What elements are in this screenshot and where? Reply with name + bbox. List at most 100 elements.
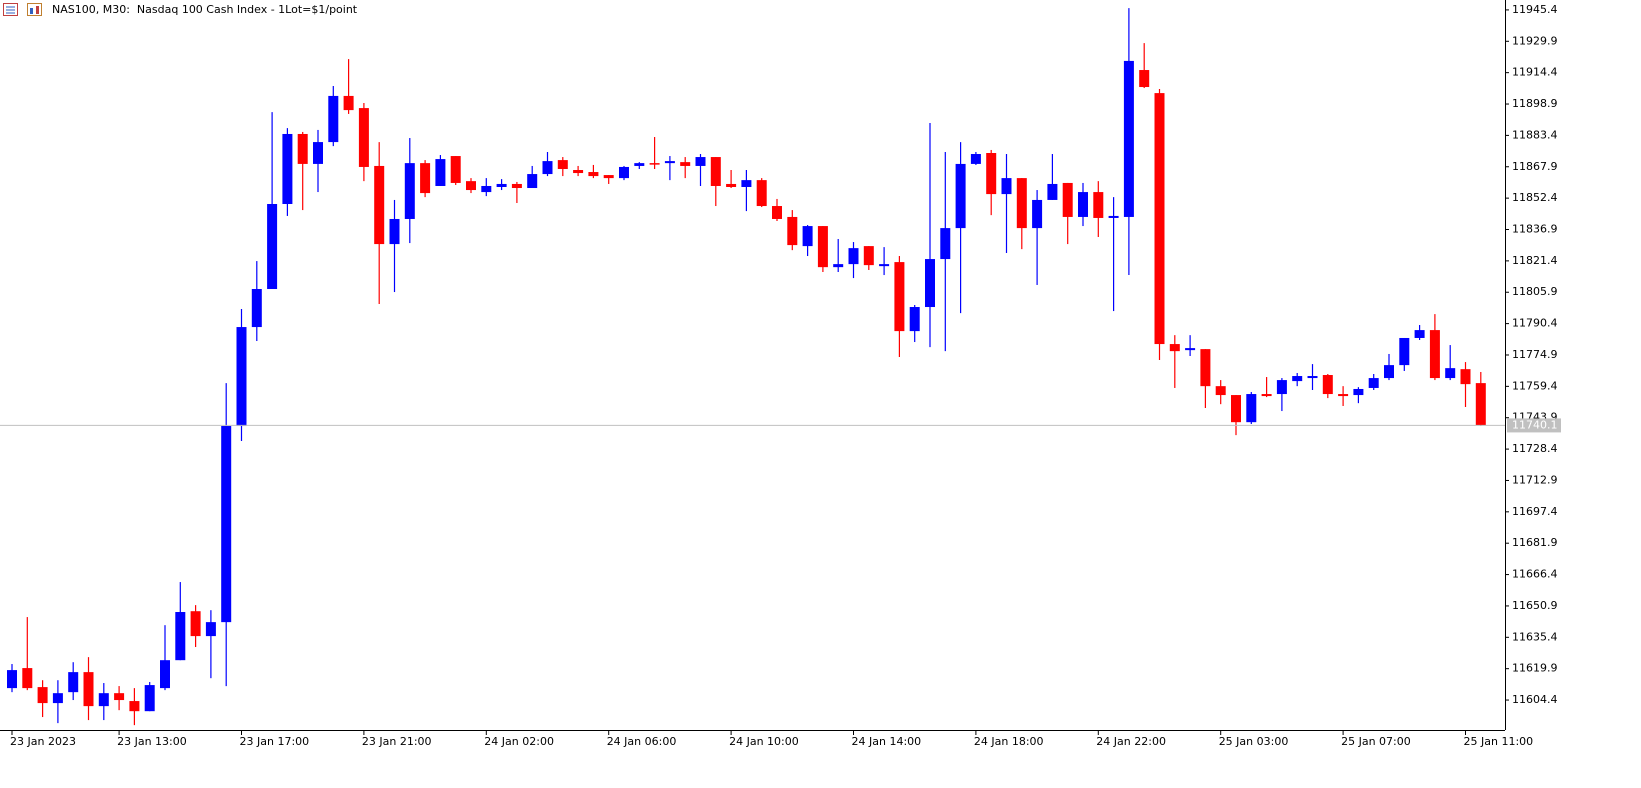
candle-body — [557, 160, 568, 169]
candle-body — [1231, 395, 1241, 423]
candle-body — [970, 154, 981, 164]
candle-body — [649, 163, 660, 165]
candle-body — [221, 426, 232, 623]
candle-body — [83, 672, 94, 707]
candle-body — [741, 180, 752, 188]
candle-body — [1261, 394, 1272, 397]
candle-body — [251, 289, 262, 328]
y-tick-label: 11759.4 — [1512, 379, 1558, 392]
candle-body — [1322, 375, 1333, 395]
candle-body — [955, 163, 966, 229]
candle-body — [588, 172, 599, 177]
candle-body — [710, 157, 721, 186]
y-tick-label: 11681.9 — [1512, 536, 1558, 549]
y-tick-label: 11650.9 — [1512, 599, 1558, 612]
x-tick-label: 23 Jan 13:00 — [117, 735, 187, 748]
icon — [30, 8, 33, 14]
candle-body — [52, 693, 63, 704]
candle-body — [144, 685, 155, 712]
candle-body — [450, 156, 461, 183]
candle-body — [22, 668, 33, 689]
x-tick-label: 24 Jan 10:00 — [729, 735, 799, 748]
candle-body — [940, 228, 951, 260]
candle-body — [404, 163, 415, 219]
candle-body — [328, 95, 339, 143]
candle-body — [389, 218, 400, 245]
candle-body — [772, 206, 782, 219]
chart-title: NAS100, M30: Nasdaq 100 Cash Index - 1Lo… — [52, 3, 358, 16]
candle-body — [542, 161, 553, 175]
y-tick-label: 11883.4 — [1512, 128, 1558, 141]
candle-body — [817, 226, 828, 268]
x-tick-label: 25 Jan 03:00 — [1219, 735, 1289, 748]
candle-body — [1292, 376, 1303, 382]
candle-body — [1338, 394, 1349, 397]
candle-body — [297, 133, 308, 164]
y-tick-label: 11929.9 — [1512, 34, 1558, 47]
candle-body — [1185, 348, 1196, 351]
candle-body — [1078, 192, 1088, 217]
candle-body — [1368, 378, 1379, 388]
candle-body — [619, 166, 629, 179]
candle-body — [726, 183, 737, 188]
icon — [36, 6, 39, 14]
candle-body — [756, 180, 767, 207]
candle-body — [190, 611, 201, 637]
window-icons — [3, 3, 42, 16]
candle-body — [1108, 215, 1119, 218]
candle-body — [1139, 70, 1150, 88]
candle-body — [129, 701, 140, 712]
candle-body — [863, 246, 874, 266]
candle-body — [236, 327, 247, 427]
candle-body — [496, 183, 507, 188]
candle-body — [1169, 344, 1180, 352]
candle-body — [695, 157, 706, 166]
current-price-box — [1507, 418, 1561, 433]
x-tick-label: 25 Jan 07:00 — [1341, 735, 1411, 748]
candle-body — [1475, 383, 1486, 426]
candle-body — [1001, 178, 1012, 195]
y-tick-label: 11836.9 — [1512, 223, 1558, 236]
candle-body — [420, 163, 431, 194]
y-tick-label: 11805.9 — [1512, 285, 1558, 298]
y-tick-label: 11774.9 — [1512, 348, 1558, 361]
candle-body — [1414, 330, 1425, 338]
x-tick-label: 25 Jan 11:00 — [1464, 735, 1534, 748]
x-tick-label: 24 Jan 14:00 — [852, 735, 922, 748]
candle-body — [894, 262, 905, 332]
candle-body — [925, 259, 935, 308]
y-tick-label: 11712.9 — [1512, 473, 1558, 486]
y-tick-label: 11635.4 — [1512, 630, 1558, 643]
candle-body — [1200, 349, 1211, 387]
candle-body — [37, 687, 48, 704]
candle-body — [1276, 380, 1287, 395]
candle-body — [787, 216, 798, 246]
candle-body — [634, 163, 645, 166]
y-tick-label: 11697.4 — [1512, 505, 1558, 518]
x-tick-label: 24 Jan 06:00 — [607, 735, 677, 748]
candle-body — [1384, 365, 1394, 379]
candle-body — [175, 612, 186, 661]
candle-body — [374, 165, 385, 245]
candle-body — [282, 133, 293, 205]
y-tick-label: 11728.4 — [1512, 442, 1558, 455]
candle-body — [1460, 369, 1471, 385]
candle-body — [358, 108, 369, 167]
y-tick-label: 11867.9 — [1512, 160, 1558, 173]
candle-body — [1047, 183, 1058, 200]
y-tick-label: 11790.4 — [1512, 317, 1558, 330]
candle-body — [1215, 386, 1226, 396]
candle-body — [664, 161, 675, 164]
candle-body — [7, 670, 17, 689]
y-tick-label: 11945.4 — [1512, 3, 1558, 16]
candle-body — [1353, 388, 1364, 396]
candle-body — [313, 142, 323, 164]
candle-body — [1399, 337, 1410, 366]
x-tick-label: 23 Jan 17:00 — [240, 735, 310, 748]
candle-body — [1093, 192, 1104, 218]
x-tick-label: 24 Jan 18:00 — [974, 735, 1044, 748]
y-tick-label: 11666.4 — [1512, 568, 1558, 581]
x-tick-label: 24 Jan 02:00 — [484, 735, 554, 748]
candle-body — [573, 170, 584, 174]
